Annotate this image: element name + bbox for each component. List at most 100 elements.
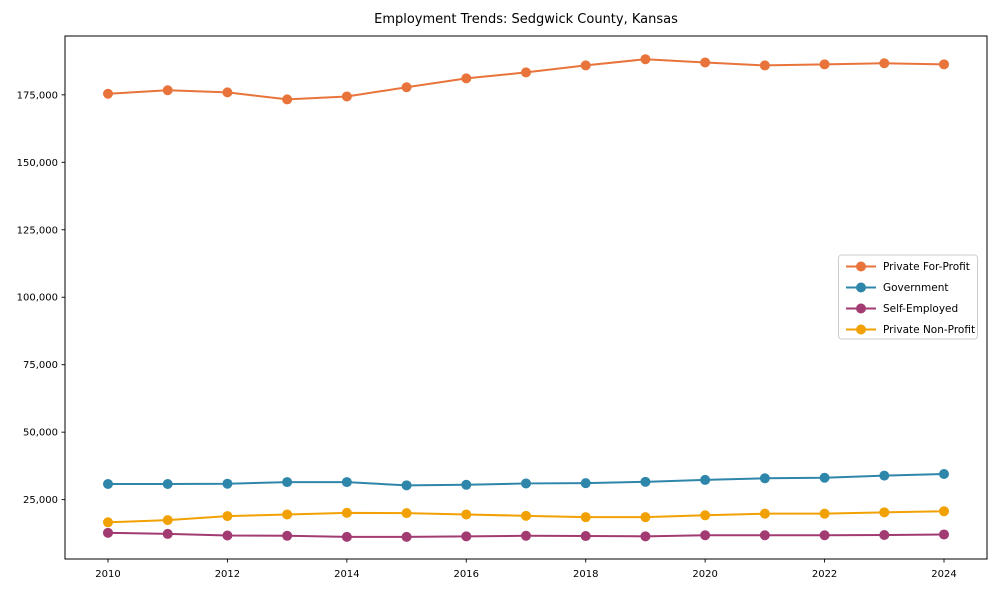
data-point-government: [102, 478, 113, 489]
data-point-private-for-profit: [640, 54, 651, 65]
data-point-private-for-profit: [759, 60, 770, 71]
x-tick-label: 2020: [692, 569, 717, 580]
y-tick-label: 50,000: [23, 428, 58, 439]
data-point-self-employed: [939, 529, 950, 540]
x-tick-label: 2018: [573, 569, 598, 580]
data-point-private-non-profit: [102, 517, 113, 528]
legend-label-government: Government: [883, 282, 948, 294]
data-point-government: [282, 477, 293, 488]
data-point-private-for-profit: [102, 88, 113, 99]
legend: Private For-Profit Government Self-Employe…: [838, 254, 978, 340]
legend-box: [838, 254, 978, 340]
data-point-self-employed: [640, 531, 651, 542]
data-point-self-employed: [879, 529, 890, 540]
x-axis: 2010 2012 2014 2016 2018 2020 2022 2024: [95, 559, 957, 580]
data-point-government: [222, 478, 233, 489]
data-point-self-employed: [162, 528, 173, 539]
data-point-private-non-profit: [401, 508, 412, 519]
data-point-private-for-profit: [879, 58, 890, 69]
data-point-government: [640, 476, 651, 487]
y-tick-label: 75,000: [23, 360, 58, 371]
data-point-private-non-profit: [819, 508, 830, 519]
chart-title: Employment Trends: Sedgwick County, Kans…: [374, 12, 678, 27]
y-tick-label: 150,000: [17, 158, 58, 169]
data-point-private-for-profit: [282, 94, 293, 105]
data-point-self-employed: [282, 530, 293, 541]
data-point-government: [461, 479, 472, 490]
x-tick-label: 2016: [454, 569, 479, 580]
data-point-private-for-profit: [700, 57, 711, 68]
y-tick-label: 125,000: [17, 225, 58, 236]
data-point-government: [939, 468, 950, 479]
x-tick-label: 2022: [812, 569, 837, 580]
legend-marker-private-for-profit: [856, 261, 866, 272]
data-point-private-non-profit: [162, 515, 173, 526]
legend-label-private-non-profit: Private Non-Profit: [883, 324, 975, 336]
data-point-private-for-profit: [162, 85, 173, 96]
data-point-self-employed: [759, 530, 770, 541]
data-point-private-non-profit: [461, 509, 472, 520]
legend-entry-private-for-profit: Private For-Profit: [846, 261, 970, 273]
data-point-private-for-profit: [580, 60, 591, 71]
data-point-private-non-profit: [521, 510, 531, 521]
legend-marker-self-employed: [856, 303, 866, 314]
legend-marker-government: [856, 282, 866, 293]
y-tick-label: 100,000: [17, 293, 58, 304]
data-point-private-non-profit: [341, 507, 352, 518]
legend-entry-private-non-profit: Private Non-Profit: [846, 324, 975, 336]
data-point-private-non-profit: [939, 506, 950, 517]
data-point-private-non-profit: [222, 511, 233, 522]
data-point-government: [580, 478, 591, 489]
legend-marker-private-non-profit: [856, 324, 866, 335]
data-point-government: [700, 474, 711, 485]
data-point-self-employed: [521, 530, 531, 541]
data-point-government: [879, 470, 890, 481]
y-tick-label: 25,000: [23, 495, 58, 506]
data-point-government: [162, 478, 173, 489]
data-point-private-for-profit: [939, 59, 950, 70]
series-government: [102, 468, 950, 491]
data-point-self-employed: [102, 527, 113, 538]
data-point-government: [759, 473, 770, 484]
series-private-for-profit: [102, 54, 950, 105]
data-point-government: [819, 472, 830, 483]
data-point-self-employed: [461, 531, 472, 542]
data-point-self-employed: [580, 531, 591, 542]
data-point-private-non-profit: [879, 507, 890, 518]
data-point-private-non-profit: [282, 509, 293, 520]
data-point-government: [401, 480, 412, 491]
series-line-private-for-profit: [107, 58, 945, 101]
x-tick-label: 2014: [334, 569, 359, 580]
x-tick-label: 2012: [215, 569, 240, 580]
x-tick-label: 2024: [931, 569, 956, 580]
data-point-private-non-profit: [580, 512, 591, 523]
plot-frame: [64, 35, 988, 560]
data-point-private-non-profit: [759, 508, 770, 519]
legend-entry-self-employed: Self-Employed: [846, 303, 958, 315]
series-self-employed: [102, 527, 950, 542]
data-point-private-non-profit: [700, 510, 711, 521]
data-point-self-employed: [341, 531, 352, 542]
data-point-self-employed: [401, 531, 412, 542]
data-point-private-non-profit: [640, 512, 651, 523]
y-tick-label: 175,000: [17, 90, 58, 101]
legend-label-private-for-profit: Private For-Profit: [883, 261, 970, 273]
data-point-self-employed: [700, 530, 711, 541]
data-point-private-for-profit: [819, 59, 830, 70]
data-point-private-for-profit: [341, 91, 352, 102]
data-point-private-for-profit: [401, 82, 412, 93]
legend-entry-government: Government: [846, 282, 948, 294]
data-point-private-for-profit: [521, 67, 531, 78]
data-point-self-employed: [819, 530, 830, 541]
y-axis: 25,000 50,000 75,000 100,000 125,000 150,000 1…: [17, 90, 65, 506]
data-point-government: [341, 477, 352, 488]
data-point-private-for-profit: [461, 73, 472, 84]
data-point-government: [521, 478, 531, 489]
data-point-self-employed: [222, 530, 233, 541]
series-private-non-profit: [102, 506, 950, 528]
x-tick-label: 2010: [95, 569, 120, 580]
legend-label-self-employed: Self-Employed: [883, 303, 958, 315]
data-point-private-for-profit: [222, 87, 233, 98]
